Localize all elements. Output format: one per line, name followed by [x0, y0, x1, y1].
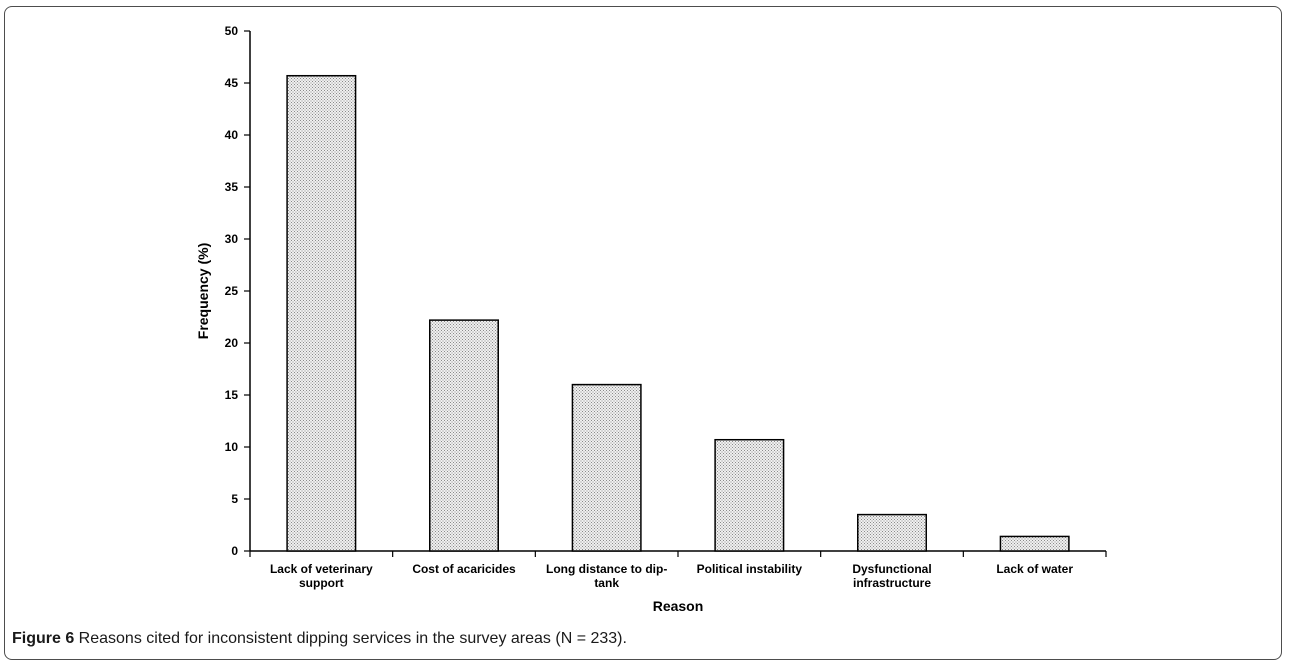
figure-caption: Figure 6 Reasons cited for inconsistent …: [12, 630, 627, 648]
x-axis-title: Reason: [653, 598, 704, 614]
x-category-label: Lack of water: [996, 562, 1073, 576]
y-tick-label: 30: [225, 232, 239, 246]
bar: [286, 74, 357, 552]
x-category-label: Cost of acaricides: [412, 562, 516, 576]
x-category-label: Dysfunctional: [852, 562, 931, 576]
y-axis-title: Frequency (%): [195, 243, 211, 339]
y-tick-label: 5: [231, 492, 238, 506]
figure-frame: [4, 6, 1282, 660]
y-tick-label: 0: [231, 544, 238, 558]
y-tick-label: 35: [225, 180, 239, 194]
y-tick-label: 50: [225, 24, 239, 38]
caption-text: Reasons cited for inconsistent dipping s…: [74, 630, 627, 647]
bar: [999, 535, 1070, 552]
bar: [714, 438, 785, 552]
y-tick-label: 10: [225, 440, 239, 454]
axes: [244, 30, 1107, 557]
labels: 0 5 10 15 20 25 30 35 40 45 50 Lack of veterinarysu…: [195, 24, 1073, 614]
y-tick-label: 40: [225, 128, 239, 142]
y-tick-label: 25: [225, 284, 239, 298]
x-category-label: Long distance to dip-: [546, 562, 667, 576]
x-category-label: Political instability: [697, 562, 803, 576]
bars: [286, 74, 1070, 552]
y-tick-label: 15: [225, 388, 239, 402]
y-tick-label: 45: [225, 76, 239, 90]
bar: [857, 513, 927, 552]
x-category-label: Lack of veterinary: [270, 562, 373, 576]
bar: [429, 319, 499, 552]
y-tick-label: 20: [225, 336, 239, 350]
x-category-label: tank: [594, 576, 619, 590]
x-category-label: infrastructure: [853, 576, 931, 590]
x-category-label: support: [299, 576, 344, 590]
bar: [571, 383, 642, 552]
figure-number: Figure 6: [12, 630, 75, 647]
